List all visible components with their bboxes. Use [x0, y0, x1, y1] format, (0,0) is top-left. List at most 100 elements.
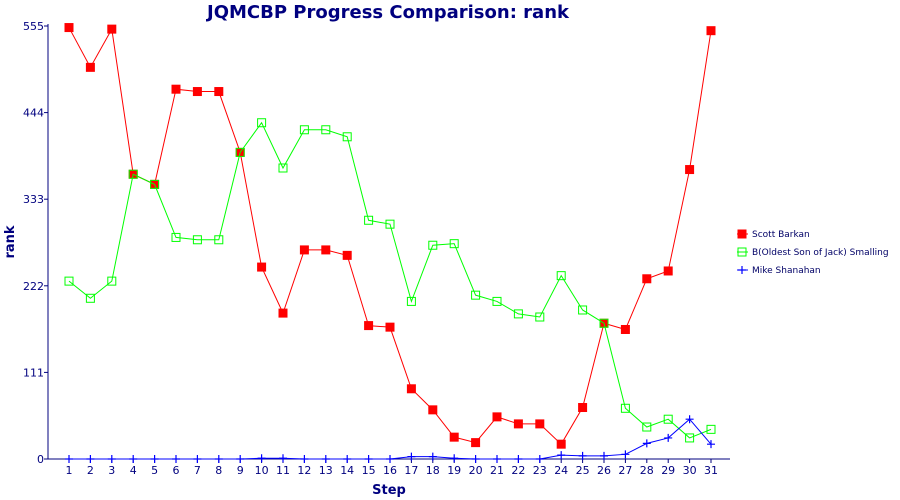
data-point: [492, 296, 502, 306]
x-tick-label: 21: [490, 464, 504, 477]
x-tick-label: 17: [404, 464, 418, 477]
data-point: [214, 87, 224, 97]
series-line: [68, 27, 712, 445]
data-point: [663, 414, 673, 424]
data-point: [664, 433, 673, 442]
data-point: [663, 266, 673, 276]
x-tick-label: 10: [255, 464, 269, 477]
data-point: [300, 455, 309, 463]
data-point: [299, 245, 309, 255]
data-point: [471, 438, 481, 448]
data-point: [642, 422, 652, 432]
data-point: [385, 322, 395, 332]
legend-item: Scott Barkan: [737, 229, 810, 240]
data-point: [150, 179, 160, 189]
data-point: [214, 455, 223, 463]
data-point: [620, 324, 630, 334]
data-point: [85, 293, 95, 303]
y-tick-label: 333: [23, 193, 44, 206]
data-point: [471, 455, 480, 463]
data-point: [321, 125, 331, 135]
x-tick-label: 8: [215, 464, 222, 477]
data-point: [299, 125, 309, 135]
x-tick-label: 25: [576, 464, 590, 477]
data-point: [278, 163, 288, 173]
data-point: [342, 250, 352, 260]
data-point: [343, 455, 352, 463]
data-point: [386, 455, 394, 463]
data-point: [406, 384, 416, 394]
legend-item: Mike Shanahan: [737, 266, 821, 276]
data-point: [257, 118, 267, 128]
data-point: [642, 439, 651, 448]
series-line: [68, 121, 712, 439]
x-tick-label: 5: [151, 464, 158, 477]
data-point: [107, 276, 117, 286]
x-tick-label: 31: [704, 464, 718, 477]
x-tick-label: 29: [661, 464, 675, 477]
data-point: [737, 247, 747, 257]
data-point: [685, 415, 694, 424]
data-point: [278, 308, 288, 318]
data-point: [428, 240, 438, 250]
x-tick-label: 20: [469, 464, 483, 477]
data-point: [685, 165, 695, 175]
data-point: [685, 433, 695, 443]
data-point: [706, 26, 716, 36]
data-point: [364, 455, 373, 463]
x-tick-label: 16: [383, 464, 397, 477]
y-tick-label: 222: [23, 280, 44, 293]
x-tick-label: 23: [533, 464, 547, 477]
x-tick-label: 1: [66, 464, 73, 477]
y-tick-label: 555: [23, 20, 44, 33]
x-tick-label: 7: [194, 464, 201, 477]
data-point: [85, 62, 95, 72]
data-point: [407, 452, 416, 461]
series: [65, 415, 715, 463]
series-line: [69, 418, 712, 460]
chart-title: JQMCBP Progress Comparison: rank: [205, 2, 570, 23]
data-point: [171, 232, 181, 242]
x-tick-label: 27: [618, 464, 632, 477]
data-point: [738, 266, 746, 274]
data-point: [450, 454, 459, 463]
data-point: [128, 169, 138, 179]
data-point: [342, 132, 352, 142]
data-point: [171, 84, 181, 94]
y-axis-label: rank: [3, 225, 18, 258]
data-point: [86, 455, 95, 463]
x-tick-label: 14: [340, 464, 354, 477]
x-tick-label: 18: [426, 464, 440, 477]
x-tick-label: 3: [108, 464, 115, 477]
data-point: [535, 455, 544, 463]
series-layer: [64, 23, 716, 463]
data-point: [600, 451, 608, 460]
x-tick-label: 12: [297, 464, 311, 477]
data-point: [737, 229, 747, 239]
x-tick-label: 26: [597, 464, 611, 477]
x-tick-label: 28: [640, 464, 654, 477]
legend-label: Mike Shanahan: [752, 266, 821, 276]
legend-item: B(Oldest Son of Jack) Smalling: [737, 247, 889, 258]
data-point: [514, 455, 523, 463]
x-tick-label: 9: [237, 464, 244, 477]
data-point: [257, 262, 267, 272]
data-point: [364, 321, 374, 331]
data-point: [107, 455, 116, 463]
data-point: [193, 455, 202, 463]
data-point: [707, 440, 715, 449]
data-point: [706, 424, 716, 434]
data-point: [556, 439, 566, 449]
data-point: [620, 403, 630, 413]
data-point: [513, 309, 523, 319]
data-point: [428, 452, 437, 461]
data-point: [214, 235, 224, 245]
x-tick-label: 2: [87, 464, 94, 477]
x-tick-label: 11: [276, 464, 290, 477]
x-tick-label: 24: [554, 464, 568, 477]
data-point: [192, 87, 202, 97]
legend: Scott Barkan B(Oldest Son of Jack) Smalli…: [737, 229, 889, 276]
series: [64, 23, 716, 449]
